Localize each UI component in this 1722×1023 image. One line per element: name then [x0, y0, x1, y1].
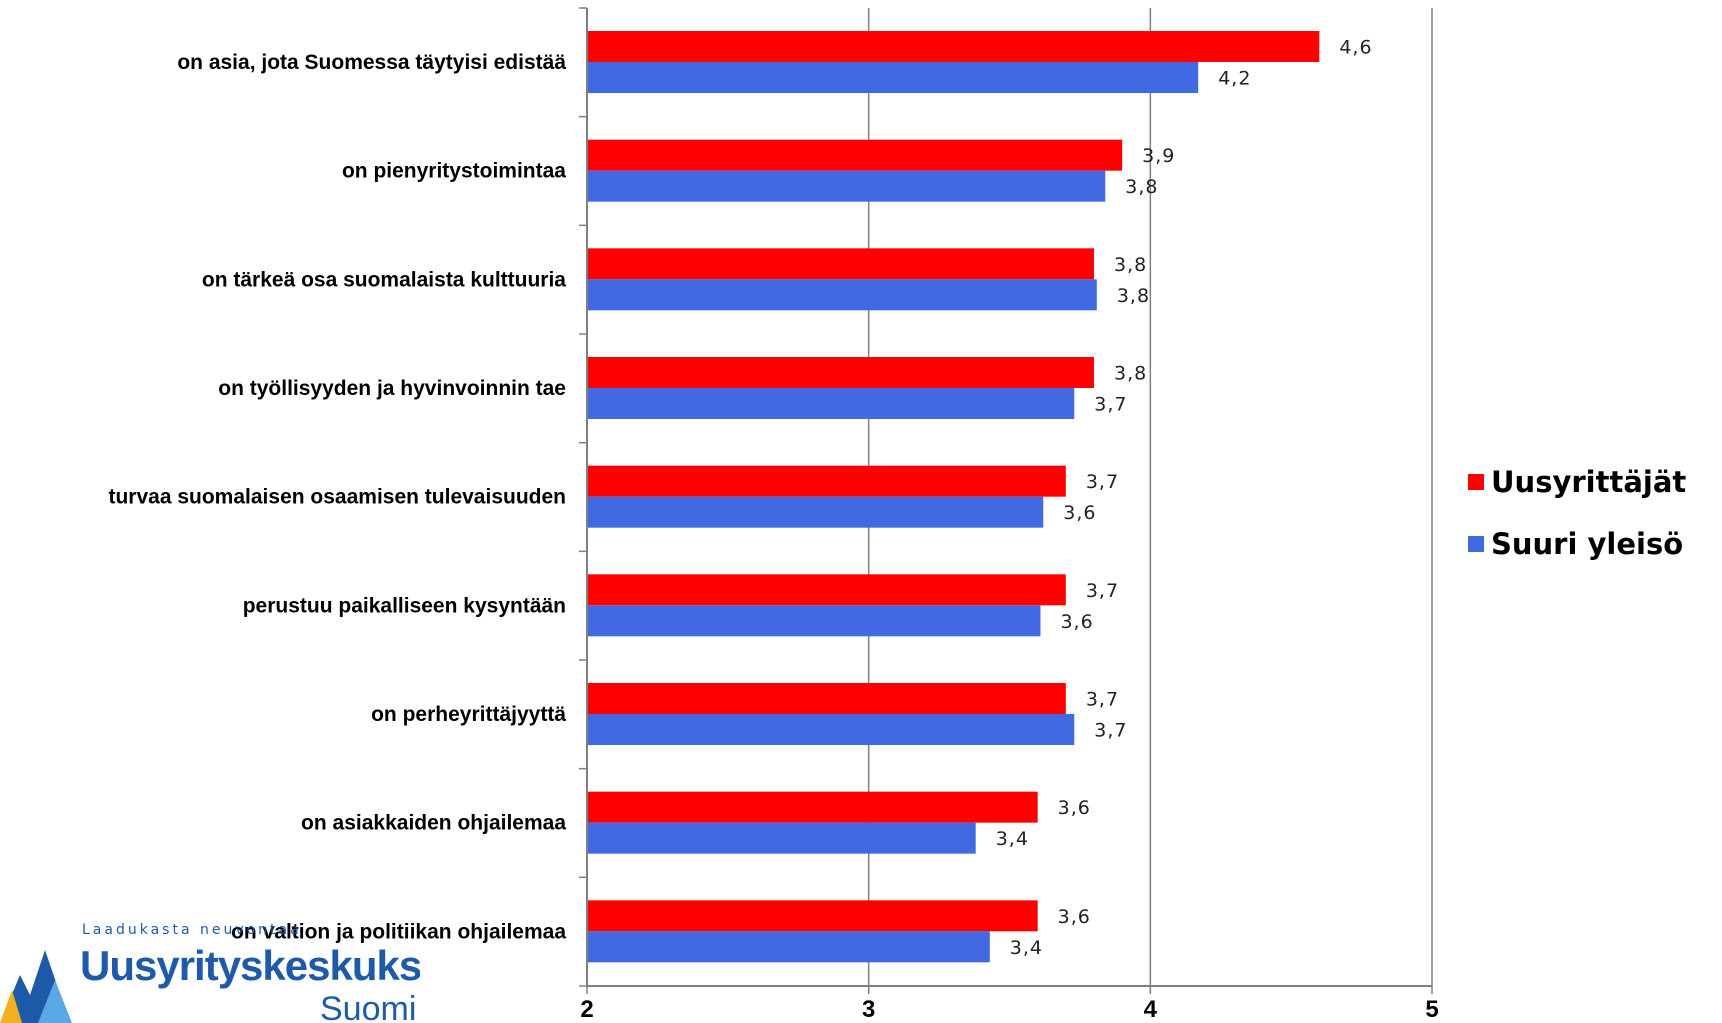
data-label-0-0: 4,6 [1339, 37, 1372, 59]
data-label-0-4: 3,7 [1086, 471, 1119, 493]
category-label-2: on tärkeä osa suomalaista kulttuuria [202, 268, 566, 291]
data-label-0-3: 3,8 [1114, 363, 1147, 385]
legend-swatch-uusyrittajat [1468, 474, 1484, 490]
axes [579, 7, 1433, 994]
x-tick-label-2: 2 [580, 996, 593, 1023]
bar-uusyrittajat-7 [587, 791, 1038, 823]
bar-uusyrittajat-8 [587, 900, 1038, 932]
logo-sub: Suomi [320, 990, 417, 1023]
bars [587, 31, 1320, 963]
category-label-1: on pienyritystoimintaa [342, 160, 566, 183]
data-label-0-6: 3,7 [1086, 689, 1119, 711]
data-label-0-2: 3,8 [1114, 254, 1147, 276]
bar-uusyrittajat-0 [587, 31, 1320, 62]
data-label-1-0: 4,2 [1218, 68, 1251, 90]
bar-suuri-yleiso-3 [587, 388, 1075, 419]
bar-suuri-yleiso-2 [587, 279, 1097, 311]
logo-name: Uusyrityskeskukset [80, 942, 420, 989]
category-label-3: on työllisyyden ja hyvinvoinnin tae [218, 377, 566, 400]
data-label-1-5: 3,6 [1060, 611, 1093, 633]
bar-uusyrittajat-6 [587, 683, 1066, 714]
x-tick-label-5: 5 [1425, 996, 1438, 1023]
category-label-6: on perheyrittäjyyttä [371, 703, 566, 726]
bar-uusyrittajat-2 [587, 248, 1094, 280]
bar-suuri-yleiso-0 [587, 62, 1199, 93]
data-label-1-2: 3,8 [1117, 285, 1150, 307]
data-label-0-8: 3,6 [1058, 906, 1091, 928]
bar-suuri-yleiso-5 [587, 605, 1041, 637]
data-label-0-7: 3,6 [1058, 797, 1091, 819]
data-label-1-7: 3,4 [996, 828, 1029, 850]
bar-uusyrittajat-3 [587, 357, 1094, 388]
data-label-1-4: 3,6 [1063, 502, 1096, 524]
bar-suuri-yleiso-7 [587, 822, 976, 854]
legend-swatch-suuri-yleiso [1468, 536, 1484, 552]
category-labels: on asia, jota Suomessa täytyisi edistää o… [108, 51, 566, 943]
category-label-4: turvaa suomalaisen osaamisen tulevaisuud… [108, 486, 566, 509]
x-tick-label-4: 4 [1144, 996, 1158, 1023]
data-label-1-6: 3,7 [1094, 720, 1127, 742]
bar-suuri-yleiso-6 [587, 714, 1075, 745]
x-tick-label-3: 3 [862, 996, 875, 1023]
category-label-7: on asiakkaiden ohjailemaa [301, 812, 566, 835]
data-label-0-1: 3,9 [1142, 145, 1175, 167]
data-label-1-3: 3,7 [1094, 394, 1127, 416]
legend: Uusyrittäjät Suuri yleisö [1468, 462, 1686, 586]
bar-suuri-yleiso-1 [587, 170, 1106, 202]
category-label-0: on asia, jota Suomessa täytyisi edistää [177, 51, 566, 74]
bar-uusyrittajat-1 [587, 139, 1123, 171]
bar-suuri-yleiso-4 [587, 496, 1044, 528]
category-label-5: perustuu paikalliseen kysyntään [243, 594, 566, 617]
logo-mountain-icon [0, 950, 72, 1023]
data-label-1-8: 3,4 [1010, 937, 1043, 959]
bar-uusyrittajat-4 [587, 465, 1066, 497]
bar-uusyrittajat-5 [587, 574, 1066, 606]
bar-suuri-yleiso-8 [587, 931, 990, 963]
legend-label-suuri-yleiso: Suuri yleisö [1491, 527, 1684, 561]
data-labels: 4,6 3,9 3,8 3,8 3,7 3,7 3,7 3,6 3,6 4,2 3,8 3,8 3,7 3… [996, 37, 1372, 959]
uusyrityskeskukset-logo: Laadukasta neuvontaa Uusyrityskeskukset … [0, 920, 420, 1023]
data-label-1-1: 3,8 [1125, 176, 1158, 198]
logo-tagline: Laadukasta neuvontaa [82, 922, 302, 938]
legend-label-uusyrittajat: Uusyrittäjät [1491, 465, 1687, 499]
x-tick-labels: 2 3 4 5 [580, 996, 1438, 1023]
legend-item-suuri-yleiso: Suuri yleisö [1468, 524, 1686, 564]
legend-item-uusyrittajat: Uusyrittäjät [1468, 462, 1686, 502]
data-label-0-5: 3,7 [1086, 580, 1119, 602]
category-label-8: on valtion ja politiikan ohjailemaa [231, 920, 566, 943]
